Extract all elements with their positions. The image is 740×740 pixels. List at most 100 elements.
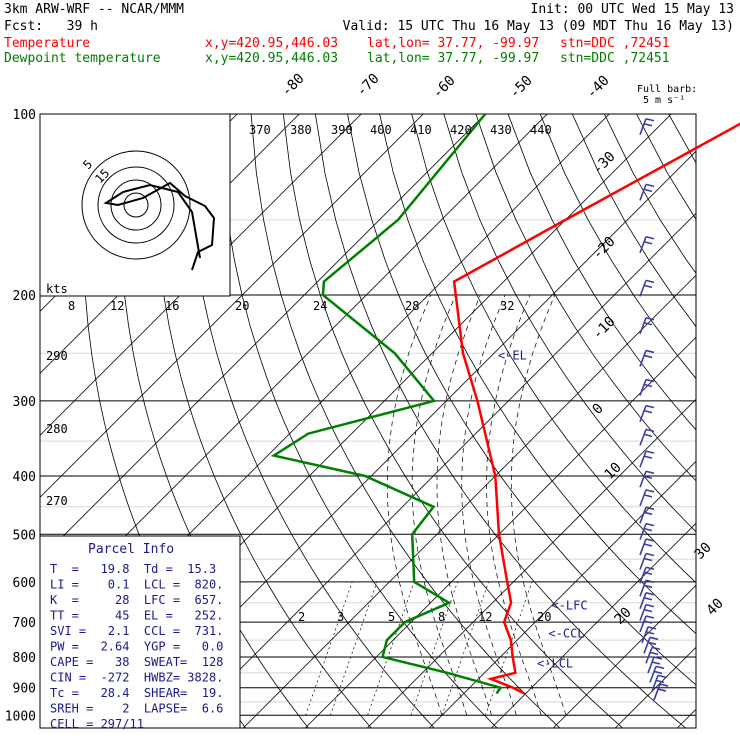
mixing-ratio-line — [485, 581, 533, 716]
dry-adiabat — [668, 114, 696, 164]
wind-barb-flag — [645, 522, 655, 527]
wind-barb — [639, 428, 655, 446]
wind-barb-flag — [643, 321, 653, 326]
wind-barb — [639, 470, 655, 488]
hodograph — [39, 113, 231, 297]
wind-barb-flag — [643, 475, 653, 480]
wind-barb — [639, 506, 655, 524]
wind-barb-flag — [645, 117, 655, 122]
wind-barb-flag — [643, 240, 653, 245]
mixing-ratio-line — [410, 581, 458, 716]
speed-label: 24 — [313, 299, 327, 313]
init-time: Init: 00 UTC Wed 15 May 13 — [530, 2, 735, 17]
isotherm-label: -20 — [590, 234, 619, 263]
wind-barb — [639, 522, 655, 540]
dry-adiabat — [218, 114, 498, 728]
isotherm-line — [40, 114, 486, 560]
pressure-label: 800 — [13, 651, 36, 666]
speed-label: 20 — [235, 299, 249, 313]
isotherm-line — [366, 398, 696, 728]
wind-barb-staff — [639, 184, 647, 201]
speed-label: 16 — [165, 299, 179, 313]
wind-barb-flag — [645, 615, 655, 619]
wind-barb-flag — [645, 631, 655, 635]
wind-barb — [639, 316, 655, 335]
wind-barb-staff — [639, 604, 647, 621]
dry-adiabat — [604, 114, 696, 274]
hodograph-ring — [123, 192, 149, 218]
wind-barb — [639, 279, 655, 297]
wind-barb — [639, 615, 655, 633]
wind-barb — [639, 183, 655, 201]
wind-barb-flag — [655, 679, 665, 684]
isotherm-label: -30 — [590, 149, 619, 178]
theta-label: 430 — [490, 123, 512, 137]
wind-barb — [641, 626, 657, 644]
wind-barb-staff — [639, 450, 647, 468]
wind-barb-flag — [645, 506, 655, 511]
temperature-line — [452, 122, 740, 695]
dewpoint-line — [270, 113, 503, 695]
dewpoint-latlon: lat,lon= 37.77, -99.97 — [367, 51, 540, 66]
wind-barbs — [639, 117, 669, 701]
hodograph-trace — [103, 181, 216, 271]
isotherm-line — [242, 274, 696, 728]
valid-time: Valid: 15 UTC Thu 16 May 13 (09 MDT Thu … — [342, 19, 734, 34]
dry-adiabat — [186, 114, 435, 728]
dry-adiabat — [475, 114, 696, 482]
mixing-ratio-line — [330, 581, 378, 716]
wind-barb-flag — [645, 349, 655, 354]
isotherm-label: 20 — [612, 605, 635, 628]
dry-adiabat — [153, 114, 372, 728]
wind-barb-flag — [647, 626, 657, 630]
wind-barb-staff — [639, 280, 647, 297]
wind-barb-flag — [645, 235, 655, 240]
wind-barb-staff — [645, 647, 653, 664]
hodograph-ring — [110, 179, 162, 231]
isotherm-line — [40, 114, 424, 498]
isotherm-line — [676, 708, 696, 728]
wind-barb-staff — [639, 615, 647, 633]
parcel-info-line: Tc = 28.4 SHEAR= 19. — [50, 686, 223, 700]
temperature-xy: x,y=420.95,446.03 — [205, 36, 339, 51]
wind-barb-flag — [645, 404, 655, 409]
wind-barb — [639, 450, 655, 468]
wind-barb-flag — [645, 538, 655, 542]
wind-barb-flag — [645, 579, 655, 584]
wind-barb-flag — [643, 557, 653, 562]
full-barb-label: Full barb: — [637, 84, 697, 95]
wind-barb-staff — [639, 350, 647, 367]
dry-adiabat — [347, 114, 696, 686]
wind-barb-flag — [643, 571, 653, 576]
isotherm-line — [40, 114, 548, 622]
theta-label: 370 — [249, 123, 271, 137]
isotherm-line — [552, 584, 696, 728]
speed-label: 8 — [68, 299, 75, 313]
level-marker-label: <-LFC — [551, 599, 587, 613]
wind-barb — [639, 566, 655, 584]
dry-adiabat — [701, 114, 740, 728]
pressure-label: 500 — [13, 528, 36, 543]
wind-barb-flag — [643, 433, 653, 438]
wind-barb-flag — [657, 674, 667, 679]
wind-barb-flag — [643, 354, 653, 359]
wind-barb — [639, 579, 655, 597]
wind-barb-flag — [645, 566, 655, 571]
wind-barb-flag — [645, 279, 655, 284]
parcel-info-box — [39, 535, 241, 729]
hodograph-ring — [97, 166, 175, 244]
wind-barb-flag — [653, 670, 663, 675]
wind-barb-flag — [643, 543, 653, 547]
isotherm-label: -70 — [354, 71, 383, 100]
wind-barb-flag — [651, 661, 661, 665]
theta-label: 400 — [370, 123, 392, 137]
theta-label: 270 — [46, 494, 68, 508]
speed-label: 28 — [405, 299, 419, 313]
wind-barb-staff — [639, 236, 647, 254]
dry-adiabat — [443, 114, 696, 533]
wind-barb — [639, 603, 655, 621]
plot-frame — [39, 113, 697, 729]
model-title: 3km ARW-WRF -- NCAR/MMM — [4, 2, 185, 17]
wind-barb-flag — [643, 409, 653, 414]
